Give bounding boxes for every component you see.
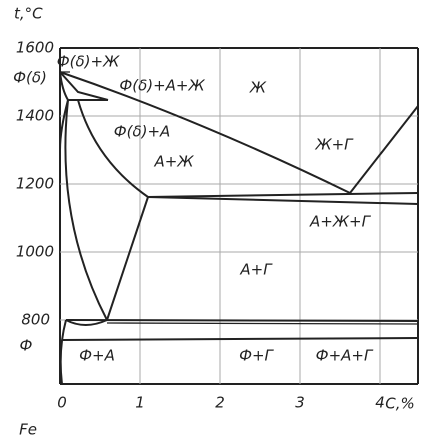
y-tick-label: 800 [21, 311, 50, 329]
y-tick-label: 1400 [16, 107, 54, 125]
region-label: Ф(δ)+Ж [57, 53, 120, 71]
origin-label: Fe [19, 421, 37, 439]
y-tick-label: 1000 [16, 243, 54, 261]
y-tick-label: 1600 [16, 39, 54, 57]
region-label: Ф(δ) [13, 69, 47, 87]
x-axis-label: C,% [385, 395, 415, 413]
y-axis-label: t,°C [14, 5, 43, 23]
x-tick-label: 0 [57, 394, 67, 412]
frame [59, 47, 419, 385]
region-label: А+Г [239, 261, 273, 279]
y-tick-label: 1200 [16, 175, 54, 193]
x-tick-label: 4 [375, 394, 385, 412]
phase-boundaries [59, 71, 419, 385]
region-label: Ф+Г [239, 347, 274, 365]
x-tick-label: 3 [295, 394, 305, 412]
region-label: А+Ж+Г [309, 213, 372, 231]
region-label: Ф(δ)+А [114, 123, 171, 141]
region-label: Ф+А+Г [316, 347, 374, 365]
region-label: Ж+Г [314, 136, 354, 154]
x-tick-label: 1 [135, 394, 145, 412]
region-label: А+Ж [154, 153, 195, 171]
region-label: Ф(δ)+А+Ж [119, 77, 205, 95]
x-tick-label: 2 [215, 394, 225, 412]
region-label: Ж [249, 79, 267, 97]
region-label: Ф+А [79, 347, 115, 365]
region-label: Ф [20, 337, 33, 355]
